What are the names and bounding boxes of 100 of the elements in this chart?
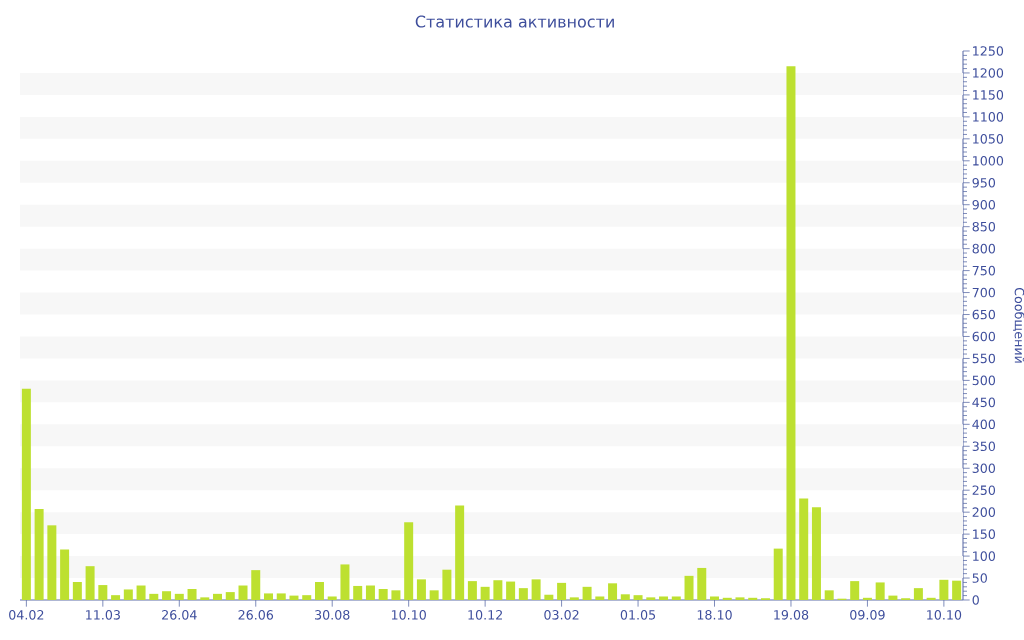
bar xyxy=(251,570,261,600)
y-tick-label: 1150 xyxy=(973,90,1004,100)
y-tick-label: 0 xyxy=(972,595,979,605)
chart-title: Статистика активности xyxy=(415,15,614,28)
bar xyxy=(98,585,108,600)
x-tick-label: 11.03 xyxy=(86,610,120,620)
bar xyxy=(582,586,592,600)
bar xyxy=(353,585,363,600)
bar xyxy=(646,597,656,600)
x-tick-label: 30.08 xyxy=(315,610,350,620)
bar xyxy=(455,505,465,600)
y-tick-label: 200 xyxy=(972,507,996,517)
bar xyxy=(340,564,350,600)
bar xyxy=(365,585,375,600)
bar xyxy=(506,581,516,600)
y-tick-label: 100 xyxy=(973,551,996,561)
bar xyxy=(123,589,133,600)
bar xyxy=(289,595,299,600)
bar xyxy=(34,509,44,600)
bar xyxy=(111,595,121,600)
bar xyxy=(773,548,783,600)
bar xyxy=(633,595,643,600)
bar xyxy=(620,594,630,600)
y-tick-label: 550 xyxy=(972,353,996,364)
y-tick-label: 250 xyxy=(972,485,996,495)
x-tick-label: 10.12 xyxy=(468,610,502,620)
bar xyxy=(200,597,210,600)
bar xyxy=(569,597,579,600)
bar xyxy=(442,569,452,600)
bar xyxy=(735,597,745,600)
y-tick-label: 400 xyxy=(972,419,996,430)
y-tick-label: 450 xyxy=(972,397,996,408)
x-tick-label: 26.04 xyxy=(162,610,197,620)
y-tick-label: 350 xyxy=(972,441,996,452)
y-tick-label: 950 xyxy=(972,177,996,188)
bar xyxy=(416,579,426,600)
x-tick-label: 03.02 xyxy=(544,610,579,620)
bar xyxy=(850,581,860,600)
bar xyxy=(926,597,936,600)
x-tick-label: 18.10 xyxy=(697,610,732,620)
bar xyxy=(684,575,694,600)
bar xyxy=(391,590,401,600)
x-tick-label: 04.02 xyxy=(9,610,44,620)
bar xyxy=(276,593,286,600)
bar xyxy=(302,595,312,600)
bar xyxy=(60,549,70,600)
y-tick-label: 1250 xyxy=(973,46,1004,56)
bar xyxy=(671,596,681,600)
bar xyxy=(162,591,172,600)
x-tick-label: 26.06 xyxy=(238,610,274,620)
bar xyxy=(187,589,197,600)
bar xyxy=(47,525,57,600)
bar xyxy=(557,582,567,600)
bar xyxy=(608,583,618,600)
bar xyxy=(467,581,477,600)
bar xyxy=(480,586,490,600)
bar xyxy=(811,507,821,600)
bar xyxy=(824,590,834,600)
bar xyxy=(136,585,146,600)
x-tick-label: 01.05 xyxy=(620,610,656,620)
x-tick-label: 19.08 xyxy=(774,610,809,620)
y-tick-label: 700 xyxy=(972,287,996,298)
bar xyxy=(238,585,248,600)
x-tick-label: 10.10 xyxy=(391,610,426,620)
bar xyxy=(862,597,872,600)
bar xyxy=(748,597,758,600)
bar xyxy=(722,597,732,600)
bar xyxy=(913,588,923,600)
bar xyxy=(875,582,885,600)
y-tick-label: 500 xyxy=(972,375,996,386)
bar xyxy=(225,592,235,600)
bar xyxy=(710,596,720,600)
y-tick-label: 1200 xyxy=(973,68,1004,78)
bar xyxy=(786,66,796,600)
bar xyxy=(378,589,388,600)
x-tick-label: 09.09 xyxy=(850,610,885,620)
bar xyxy=(72,581,82,600)
bar xyxy=(264,593,273,600)
bar xyxy=(493,580,503,600)
y-tick-label: 650 xyxy=(972,309,996,320)
y-tick-label: 850 xyxy=(972,221,996,232)
bar xyxy=(939,579,949,600)
y-tick-label: 1000 xyxy=(973,156,1004,166)
y-tick-label: 750 xyxy=(972,265,996,276)
bar xyxy=(531,579,541,600)
y-tick-label: 900 xyxy=(972,199,996,210)
bar xyxy=(659,596,669,600)
bar xyxy=(544,594,554,600)
bar xyxy=(404,522,414,600)
bar xyxy=(595,596,605,600)
y-tick-label: 1100 xyxy=(973,112,1004,122)
bar xyxy=(314,581,324,600)
y-tick-label: 300 xyxy=(972,463,996,474)
x-tick-label: 10.10 xyxy=(927,610,962,620)
y-tick-label: 50 xyxy=(972,573,987,583)
bar xyxy=(799,498,809,600)
bar xyxy=(697,567,707,600)
bar xyxy=(21,388,31,600)
bar xyxy=(213,593,223,600)
y-axis-title: Сообщений xyxy=(1013,287,1024,363)
